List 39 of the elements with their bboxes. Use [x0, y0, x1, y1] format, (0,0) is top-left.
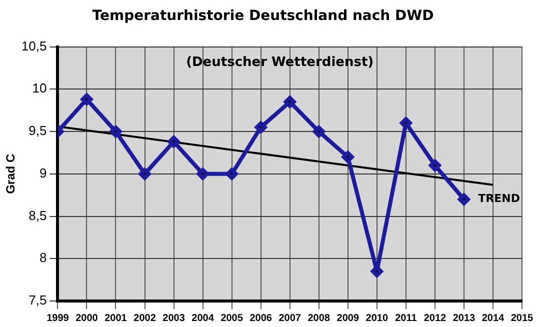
chart-title: Temperaturhistorie Deutschland nach DWD — [92, 8, 434, 24]
x-tick-label: 1999 — [46, 312, 70, 324]
x-tick-label: 2011 — [395, 312, 418, 324]
point — [138, 168, 151, 180]
point — [400, 117, 412, 130]
point — [312, 126, 325, 138]
x-tick-label: 2009 — [336, 312, 360, 324]
point — [284, 96, 296, 108]
y-axis-title: Grad C — [4, 154, 18, 194]
point — [342, 150, 354, 163]
y-tick-label: 10 — [32, 80, 47, 96]
point — [196, 168, 209, 180]
x-tick-label: 2004 — [192, 312, 214, 324]
y-tick-label: 7,5 — [28, 292, 47, 308]
x-tick-label: 2006 — [250, 312, 272, 324]
x-tick-label: 2003 — [162, 312, 186, 324]
x-tick-label: 2010 — [366, 312, 388, 324]
x-tick-label: 2000 — [76, 312, 98, 324]
x-tick-label: 2015 — [510, 312, 534, 324]
y-tick-label: 9 — [39, 165, 47, 180]
x-tick-label: 2005 — [220, 312, 244, 324]
point — [458, 193, 470, 206]
point — [110, 126, 122, 138]
x-tick-label: 2013 — [452, 312, 476, 324]
x-tick-label: 2007 — [278, 312, 302, 324]
point — [428, 159, 441, 172]
x-tick-label: 2001 — [104, 312, 128, 324]
point — [168, 136, 180, 148]
y-tick-label: 10,5 — [21, 38, 47, 54]
point — [226, 168, 238, 180]
y-tick-label: 9,5 — [28, 123, 47, 138]
x-tick-label: 2012 — [424, 312, 447, 324]
x-tick-label: 2008 — [308, 312, 330, 324]
y-tick-label: 8 — [39, 250, 47, 266]
y-tick-label: 8,5 — [28, 208, 47, 223]
point — [254, 121, 267, 134]
x-tick-label: 2014 — [482, 312, 505, 324]
point — [80, 93, 93, 106]
x-tick-label: 2002 — [134, 312, 156, 324]
